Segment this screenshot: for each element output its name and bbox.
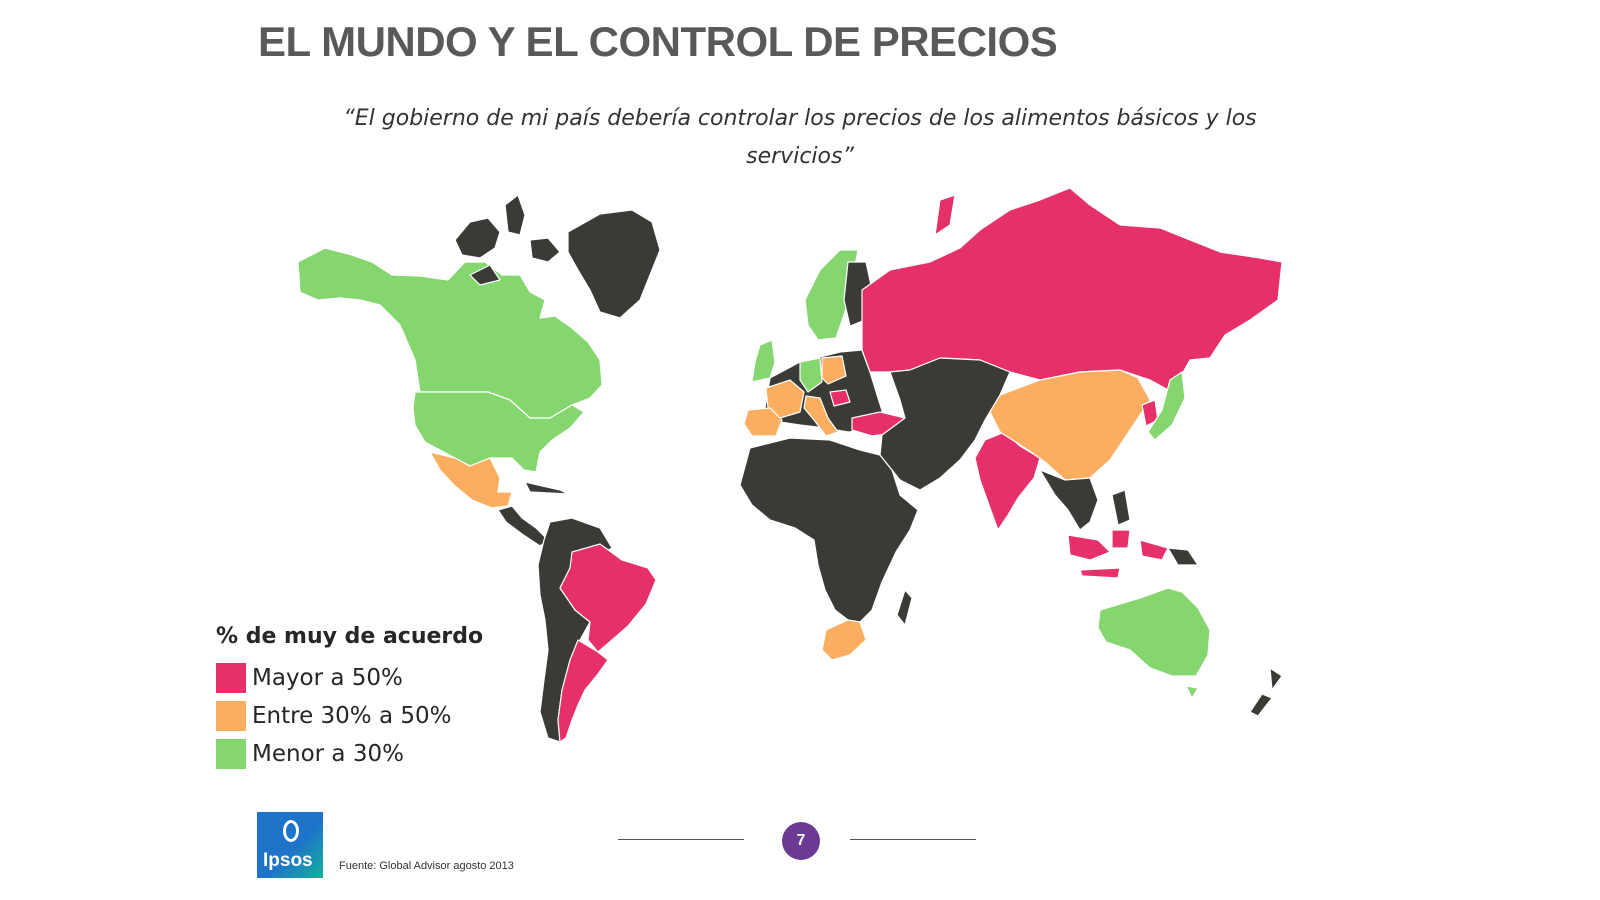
region-mexico [429,451,513,509]
legend-label-high: Mayor a 50% [252,665,403,691]
region-indonesia [1067,529,1169,579]
legend-item-mid: Entre 30% a 50% [216,697,483,735]
logo-text: Ipsos [263,850,313,871]
region-russia [861,187,1283,393]
region-china [989,369,1151,481]
region-south-africa [821,619,867,661]
region-japan [1147,371,1186,441]
region-hungary [829,389,851,407]
region-greenland [567,209,661,319]
region-poland [821,355,847,385]
region-spain [743,407,783,437]
legend-label-mid: Entre 30% a 50% [252,703,452,729]
ipsos-logo: Ipsos [257,812,323,878]
region-papua [1167,547,1199,566]
region-brazil [559,543,657,653]
legend-item-low: Menor a 30% [216,735,483,773]
legend-swatch-low [216,739,246,769]
legend-label-low: Menor a 30% [252,741,404,767]
logo-mark-icon [283,820,299,842]
page-divider-right [850,839,976,840]
region-italy [803,395,839,437]
legend-swatch-high [216,663,246,693]
region-canada [297,247,603,419]
region-arctic-islands [454,194,561,286]
legend-title: % de muy de acuerdo [216,624,484,649]
legend-swatch-mid [216,701,246,731]
region-australia [1097,587,1211,677]
page-subtitle: “El gobierno de mi país debería controla… [343,106,1257,169]
region-middle-east [879,357,1011,491]
region-southeast-asia [1039,469,1131,531]
region-usa [412,391,585,473]
source-note: Fuente: Global Advisor agosto 2013 [339,860,514,872]
legend-item-high: Mayor a 50% [216,659,483,697]
page-title: EL MUNDO Y EL CONTROL DE PRECIOS [258,18,1058,65]
region-tasmania [1185,685,1199,699]
page-number: 7 [782,822,820,860]
region-argentina [557,639,609,743]
region-africa [739,437,919,626]
region-great-britain [751,339,776,383]
region-germany [799,357,823,393]
page-divider-left [618,839,744,840]
region-new-zealand [1249,667,1283,717]
legend: % de muy de acuerdo Mayor a 50% Entre 30… [216,624,483,773]
